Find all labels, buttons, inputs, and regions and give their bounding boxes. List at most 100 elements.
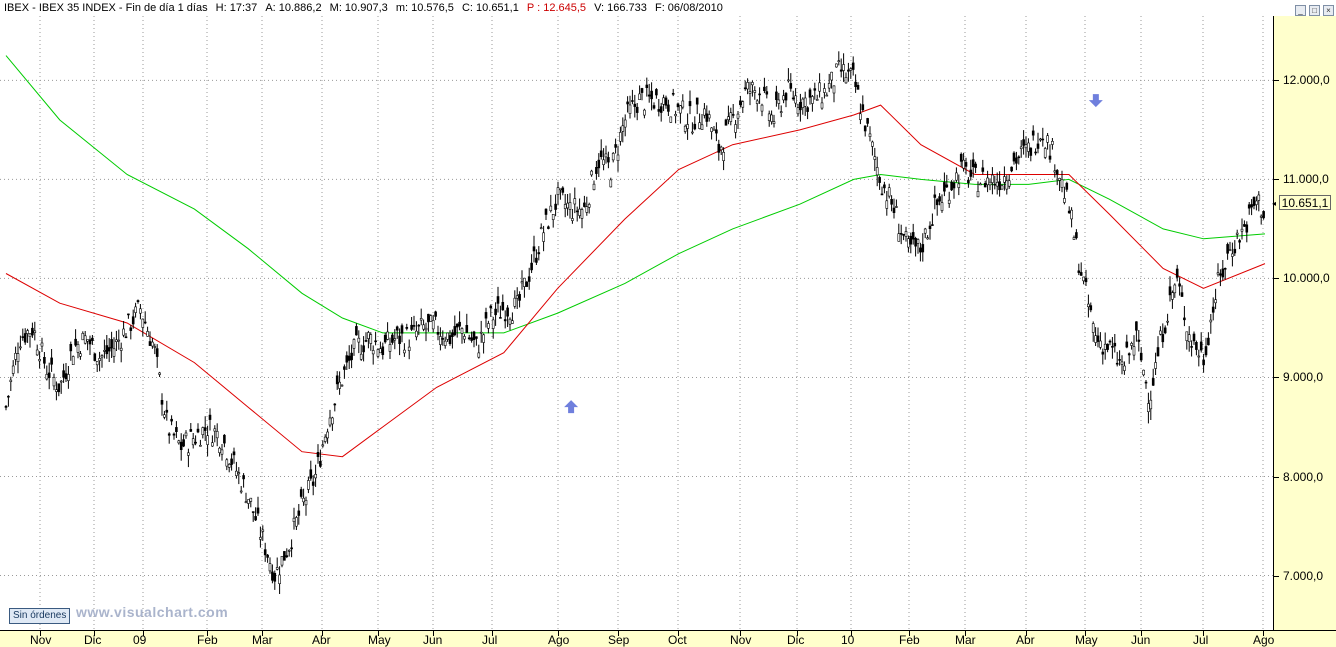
candle-body-119 [290,547,293,550]
candle-body-427 [1029,147,1033,156]
candle-body-405 [976,191,980,198]
candle-body-117 [285,555,289,558]
candle-body-378 [911,232,915,240]
candle-body-272 [657,109,661,112]
candle-body-257 [621,125,625,132]
candle-body-432 [1041,138,1045,141]
candle-body-334 [806,107,809,112]
candle-body-167 [405,326,409,329]
candle-body-305 [736,113,740,119]
candle-body-433 [1043,148,1047,158]
y-tick-mark [1274,476,1279,478]
candle-body-32 [81,332,85,341]
candle-body-450 [1084,277,1088,283]
candle-body-24 [62,370,65,378]
candle-body-429 [1034,151,1037,154]
restore-button[interactable]: □ [1309,5,1320,16]
x-tick-mark [1026,631,1027,636]
candle-body-467 [1125,341,1129,348]
candle-body-30 [76,344,80,353]
candle-body-159 [386,331,389,340]
candle-body-49 [122,328,125,336]
candle-body-472 [1137,339,1141,342]
candle-body-40 [100,355,104,358]
candle-body-219 [530,262,533,271]
x-tick-mark [207,631,208,636]
candle-body-259 [626,101,629,105]
candle-body-341 [823,88,826,93]
candle-body-434 [1046,135,1049,143]
x-tick-label: Mar [252,633,273,647]
candle-body-446 [1075,232,1078,239]
candle-body-388 [935,199,939,206]
candle-body-189 [458,321,461,327]
x-tick-mark [262,631,263,636]
candle-body-153 [371,350,375,355]
candle-body-462 [1113,342,1117,347]
candle-body-337 [813,88,817,91]
close-button[interactable]: × [1323,5,1334,16]
candle-body-197 [477,352,481,358]
candle-body-231 [559,188,562,191]
x-tick-mark [322,631,323,636]
candle-body-482 [1161,334,1165,343]
candle-body-387 [933,194,937,198]
candle-body-435 [1048,155,1052,160]
candle-body-164 [398,335,401,344]
candle-body-324 [782,95,785,101]
candle-body-441 [1063,198,1066,203]
candle-body-343 [827,83,831,89]
candle-body-380 [916,239,920,244]
candle-body-455 [1096,335,1100,342]
x-axis[interactable]: Nov Dic 09 Feb Mar Abr May Jun Jul Ago Sep Oct Nov Di… [0,630,1336,647]
candle-body-389 [938,196,941,202]
candle-body-27 [69,343,73,352]
candle-body-376 [907,238,910,248]
candle-body-208 [503,319,507,322]
candle-body-104 [254,516,257,521]
candle-body-133 [323,436,327,442]
minimize-button[interactable]: _ [1295,5,1306,16]
candle-body-357 [861,104,865,111]
candle-body-344 [830,71,833,81]
candle-body-346 [835,63,838,68]
candle-body-245 [592,183,596,190]
watermark: www.visualchart.com [76,604,229,620]
candle-body-365 [880,193,884,196]
candle-body-115 [280,555,284,566]
x-tick-mark [433,631,434,636]
candle-body-23 [59,380,63,383]
x-tick-label: 10 [841,633,855,647]
candle-body-443 [1067,210,1071,214]
candle-body-173 [419,318,423,321]
candle-body-221 [535,257,538,263]
candle-body-42 [105,345,109,355]
candle-body-395 [952,182,956,189]
candle-body-17 [45,373,49,380]
candle-body-241 [583,202,586,207]
candle-body-495 [1192,333,1196,342]
candle-body-224 [542,232,545,242]
orders-button[interactable]: Sin órdenes [9,608,71,624]
candle-body-392 [945,184,949,188]
x-tick-label: Ago [548,633,570,647]
candle-body-79 [194,441,197,444]
candle-body-131 [319,460,322,467]
candle-body-204 [494,308,497,316]
candle-body-147 [357,337,361,343]
candle-body-517 [1245,224,1249,233]
y-axis[interactable]: 7.000,0 8.000,0 9.000,0 10.000,0 11.000,0 12.… [1273,16,1336,630]
candle-body-178 [431,320,435,330]
chart-plot-area[interactable] [0,16,1273,630]
candle-body-170 [412,325,416,327]
candle-body-107 [261,529,265,532]
candle-body-419 [1010,166,1013,172]
candle-body-436 [1051,141,1054,145]
x-tick-mark [1203,631,1204,636]
candle-body-416 [1003,176,1006,183]
candle-body-243 [587,204,591,208]
candle-body-271 [655,89,658,96]
candle-body-209 [506,307,509,317]
candle-body-89 [218,447,221,454]
